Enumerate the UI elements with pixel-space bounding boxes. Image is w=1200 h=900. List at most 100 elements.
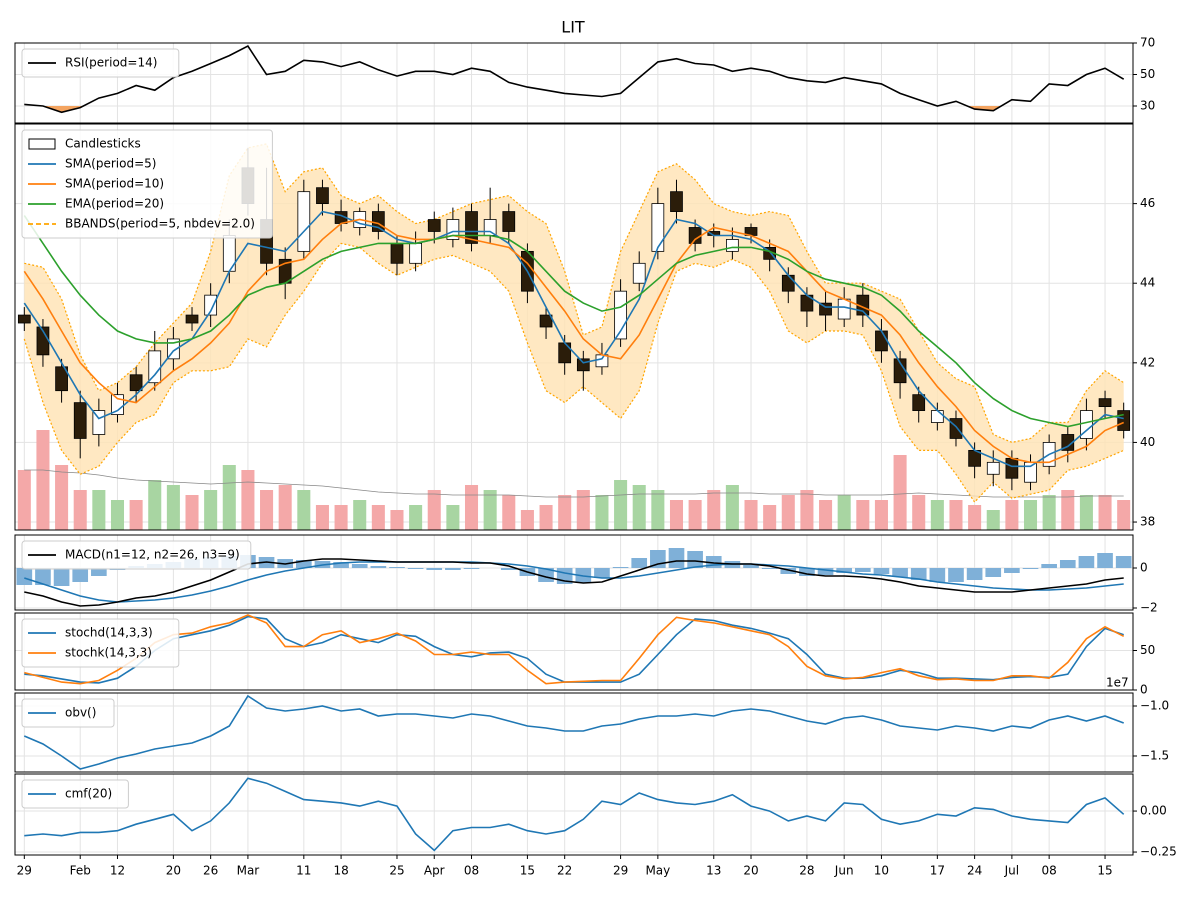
x-tick-label: 22: [557, 864, 572, 878]
volume-bar: [129, 500, 143, 530]
volume-bar: [949, 500, 963, 530]
volume-bar: [856, 500, 870, 530]
y-tick-label: 30: [1140, 98, 1155, 112]
candle-body: [614, 290, 627, 340]
histogram-bar: [668, 548, 685, 568]
band-line: [24, 143, 1125, 444]
volume-bar: [744, 500, 758, 530]
histogram-bar: [1022, 568, 1039, 569]
volume-bar: [1042, 495, 1056, 530]
candle-body: [129, 374, 143, 392]
panel: 38 40 42 44 46 Candlesticks SMA(period=5) SMA(p…: [14, 123, 1155, 531]
legend-box: [21, 48, 180, 78]
panel: −2 0 MACD(n1=12, n2=26, n3=9): [14, 534, 1158, 615]
legend-box: [21, 129, 273, 239]
candle-body: [409, 243, 422, 264]
candle-body: [930, 410, 944, 423]
histogram-bar: [873, 568, 890, 574]
y-tick-label: 42: [1140, 355, 1155, 369]
y-tick-label: 50: [1140, 67, 1155, 81]
histogram-bar: [1004, 568, 1020, 573]
x-tick-label: 15: [1097, 864, 1112, 878]
histogram-bar: [1059, 560, 1076, 568]
volume-bar: [614, 480, 628, 530]
panel-frame: [14, 612, 1134, 691]
y-tick-label: 50: [1140, 643, 1155, 657]
volume-bar: [17, 470, 31, 530]
volume-bar: [781, 495, 795, 530]
volume-bar: [930, 500, 944, 530]
volume-bar: [36, 430, 50, 530]
candle-body: [688, 227, 702, 244]
volume-bar: [968, 505, 982, 530]
series-line: [23, 694, 1124, 770]
volume-bar: [204, 490, 218, 530]
histogram-bar: [910, 568, 927, 580]
histogram-bar: [370, 566, 387, 568]
volume-bar: [334, 505, 348, 530]
volume-bar: [390, 510, 404, 530]
volume-bar: [558, 495, 572, 530]
volume-bar: [1079, 495, 1093, 530]
x-tick-label: 17: [930, 864, 945, 878]
histogram-bar: [948, 568, 964, 582]
x-tick-label: Apr: [424, 864, 445, 878]
candle-body: [17, 314, 31, 324]
histogram-bar: [351, 564, 368, 568]
histogram-bar: [594, 568, 610, 578]
histogram-bar: [1115, 556, 1132, 568]
panel: −1.5 −1.0 obv() 1e7: [14, 676, 1169, 773]
volume-bar: [92, 490, 106, 530]
histogram-bar: [817, 568, 834, 575]
x-tick-label: 20: [743, 864, 758, 878]
volume-bar: [55, 465, 69, 530]
legend-label: RSI(period=14): [65, 56, 157, 70]
histogram-bar: [426, 568, 443, 570]
candle-body: [576, 358, 590, 372]
volume-bar: [241, 470, 255, 530]
series-line: [24, 45, 1125, 114]
x-tick-label: May: [645, 864, 670, 878]
histogram-bar: [35, 568, 51, 585]
volume-bar: [502, 495, 516, 530]
legend-box: [21, 618, 180, 668]
candle-body: [1117, 410, 1131, 431]
volume-bar: [148, 480, 162, 530]
candle-body: [781, 274, 795, 292]
candle-body: [390, 243, 404, 264]
histogram-bar: [780, 568, 797, 574]
y-tick-label: 70: [1140, 36, 1155, 50]
volume-bar: [707, 490, 721, 530]
candle-body: [875, 330, 888, 352]
volume-bar: [651, 490, 665, 530]
candle-body: [651, 203, 665, 252]
histogram-bar: [966, 568, 983, 580]
panel: 0 50 stochd(14,3,3) stochk(14,3,3): [14, 612, 1155, 697]
volume-bar: [576, 490, 590, 530]
histogram-bar: [892, 568, 908, 577]
volume-bar: [110, 500, 125, 530]
candle-body: [92, 410, 106, 435]
x-tick-label: 08: [1042, 864, 1057, 878]
y-tick-label: −0.25: [1140, 845, 1177, 859]
volume-bar: [315, 505, 329, 530]
candle-body: [1098, 398, 1112, 408]
candle-body: [558, 342, 572, 364]
y-tick-label: −1.0: [1140, 699, 1169, 713]
histogram-bar: [53, 568, 70, 586]
histogram-bar: [407, 568, 424, 569]
legend-label: MACD(n1=12, n2=26, n3=9): [65, 548, 240, 562]
volume-bar: [353, 500, 367, 530]
x-tick-label: Feb: [70, 864, 91, 878]
histogram-bar: [91, 568, 107, 576]
volume-bar: [763, 505, 777, 530]
histogram-bar: [761, 568, 778, 569]
candle-body: [427, 219, 441, 232]
histogram-bar: [929, 568, 946, 582]
legend-label: stochd(14,3,3): [65, 626, 153, 640]
candle-body: [726, 239, 739, 252]
legend-label: SMA(period=5): [65, 157, 156, 171]
band-line: [23, 242, 1124, 504]
volume-bar: [1061, 490, 1075, 530]
candle-body: [502, 211, 516, 232]
